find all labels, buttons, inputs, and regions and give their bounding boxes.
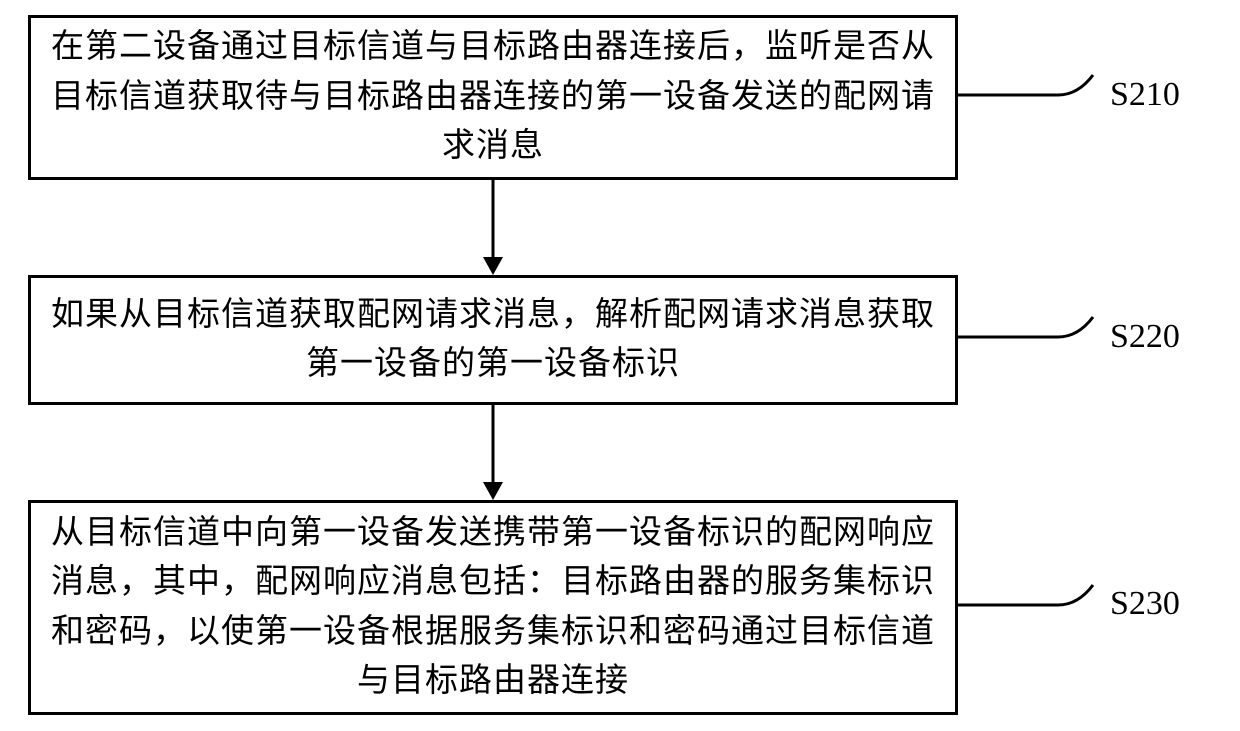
arrow-2-3: [28, 405, 958, 500]
flow-step-2-text: 如果从目标信道获取配网请求消息，解析配网请求消息获取第一设备的第一设备标识: [51, 291, 935, 390]
step-label-3: S230: [1110, 585, 1180, 623]
connector-1: [958, 70, 1113, 120]
flow-step-1-text: 在第二设备通过目标信道与目标路由器连接后，监听是否从目标信道获取待与目标路由器连…: [51, 23, 935, 172]
step-label-1: S210: [1110, 76, 1180, 114]
arrow-1-2: [28, 180, 958, 275]
flow-step-2: 如果从目标信道获取配网请求消息，解析配网请求消息获取第一设备的第一设备标识: [28, 275, 958, 405]
connector-2: [958, 312, 1113, 362]
connector-3: [958, 580, 1113, 630]
flow-step-3-text: 从目标信道中向第一设备发送携带第一设备标识的配网响应消息，其中，配网响应消息包括…: [51, 509, 935, 707]
flow-step-3: 从目标信道中向第一设备发送携带第一设备标识的配网响应消息，其中，配网响应消息包括…: [28, 500, 958, 715]
flow-step-1: 在第二设备通过目标信道与目标路由器连接后，监听是否从目标信道获取待与目标路由器连…: [28, 15, 958, 180]
step-label-2: S220: [1110, 318, 1180, 356]
